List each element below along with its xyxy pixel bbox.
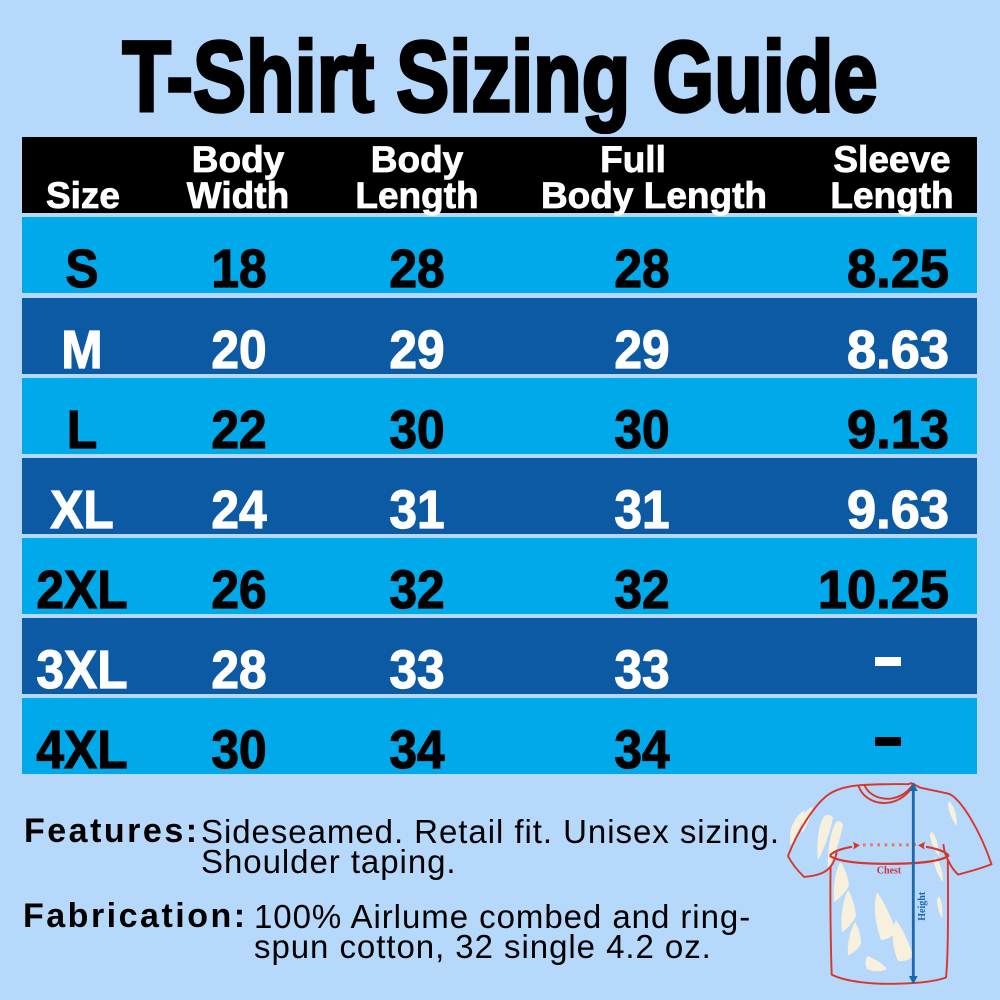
svg-text:Chest: Chest bbox=[877, 866, 902, 877]
svg-text:Height: Height bbox=[917, 891, 928, 921]
